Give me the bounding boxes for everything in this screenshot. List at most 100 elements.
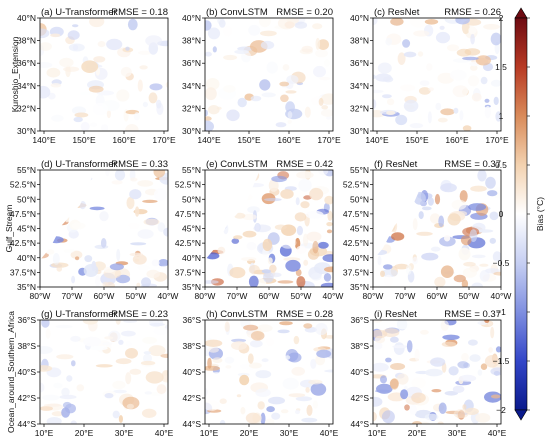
bias-blob (318, 170, 329, 176)
map-background (205, 18, 333, 131)
bias-blob (280, 94, 289, 103)
bias-blob (277, 329, 290, 334)
bias-blob (411, 377, 426, 389)
bias-blob (43, 403, 62, 407)
y-tick-label: 47.5°N (175, 209, 201, 219)
bias-blob (490, 32, 501, 46)
bias-blob (312, 240, 319, 254)
bias-blob (128, 222, 140, 230)
rmse-label: RMSE = 0.42 (276, 159, 333, 170)
bias-blob (51, 114, 64, 122)
bias-blob (492, 251, 501, 263)
bias-blob (430, 357, 446, 367)
bias-blob (59, 57, 74, 68)
bias-blob (461, 353, 469, 362)
bias-blob (40, 85, 51, 99)
bias-blob (322, 254, 333, 263)
bias-blob (261, 358, 269, 363)
bias-blob (210, 372, 223, 377)
bias-blob (411, 392, 426, 404)
bias-blob (142, 336, 158, 344)
bias-blob (440, 265, 454, 279)
bias-field (40, 320, 168, 424)
y-tick-label: 52.5°N (10, 180, 36, 190)
bias-blob (239, 374, 250, 386)
y-tick-label: 42.5°N (343, 238, 369, 248)
bias-blob (137, 79, 143, 92)
y-tick-label: 35°N (182, 282, 201, 292)
colorbar-tick-label: 0.5 (495, 160, 507, 170)
bias-blob (462, 56, 479, 61)
bias-blob (70, 420, 77, 424)
bias-blob (427, 111, 432, 124)
panel-title: (h) ConvLSTM (206, 309, 268, 320)
bias-blob (301, 417, 318, 423)
bias-blob (391, 232, 405, 241)
bias-blob (132, 254, 147, 265)
x-tick-label: 160°E (277, 135, 301, 145)
bias-blob (205, 116, 212, 121)
bias-blob (418, 87, 431, 95)
bias-blob (484, 355, 500, 368)
bias-blob (327, 210, 333, 221)
bias-blob (116, 248, 121, 262)
bias-blob (477, 369, 483, 376)
bias-blob (165, 82, 168, 88)
bias-blob (317, 39, 330, 50)
bias-blob (143, 351, 151, 355)
bias-blob (282, 377, 299, 390)
bias-blob (315, 37, 321, 50)
land-mask (205, 170, 260, 260)
bias-blob (106, 109, 111, 119)
bias-blob (67, 30, 80, 40)
x-tick-label: 40°W (491, 291, 512, 301)
bias-blob (479, 263, 489, 267)
bias-blob (421, 252, 439, 261)
bias-blob (115, 358, 132, 365)
bias-blob (480, 363, 488, 371)
panel-title: (a) U-Transformer (41, 7, 117, 18)
bias-field (373, 170, 501, 287)
bias-blob (310, 358, 317, 369)
bias-blob (326, 222, 333, 227)
y-tick-label: 55°N (17, 165, 36, 175)
y-tick-label: 37.5°N (175, 267, 201, 277)
bias-blob (417, 51, 424, 57)
x-tick-label: 20°E (75, 428, 94, 438)
bias-blob (310, 382, 327, 396)
rmse-label: RMSE = 0.26 (444, 7, 501, 18)
panel-title: (d) U-Transformer (41, 159, 117, 170)
bias-blob (261, 269, 271, 274)
y-tick-label: 55°N (350, 165, 369, 175)
bias-blob (288, 393, 306, 398)
bias-blob (106, 38, 123, 51)
bias-blob (437, 117, 448, 123)
y-tick-label: 36°S (17, 315, 36, 325)
x-tick-label: 40°W (323, 291, 344, 301)
bias-blob (459, 190, 468, 203)
bias-blob (266, 61, 278, 74)
bias-blob (151, 259, 160, 267)
bias-blob (393, 342, 405, 355)
bias-blob (469, 354, 481, 362)
bias-blob (409, 18, 428, 28)
bias-blob (225, 365, 232, 369)
bias-blob (390, 336, 399, 343)
bias-blob (97, 41, 106, 48)
x-tick-label: 160°E (112, 135, 136, 145)
bias-blob (490, 326, 495, 339)
bias-blob (51, 411, 64, 417)
bias-blob (377, 62, 392, 74)
bias-blob (63, 248, 75, 253)
bias-blob (115, 320, 121, 325)
bias-blob (76, 384, 85, 392)
bias-blob (66, 375, 73, 382)
bias-blob (483, 23, 500, 30)
bias-blob (111, 180, 123, 185)
bias-blob (231, 341, 247, 351)
bias-blob (126, 403, 134, 409)
bias-blob (449, 69, 467, 81)
bias-blob (439, 25, 445, 30)
bias-blob (318, 241, 329, 249)
